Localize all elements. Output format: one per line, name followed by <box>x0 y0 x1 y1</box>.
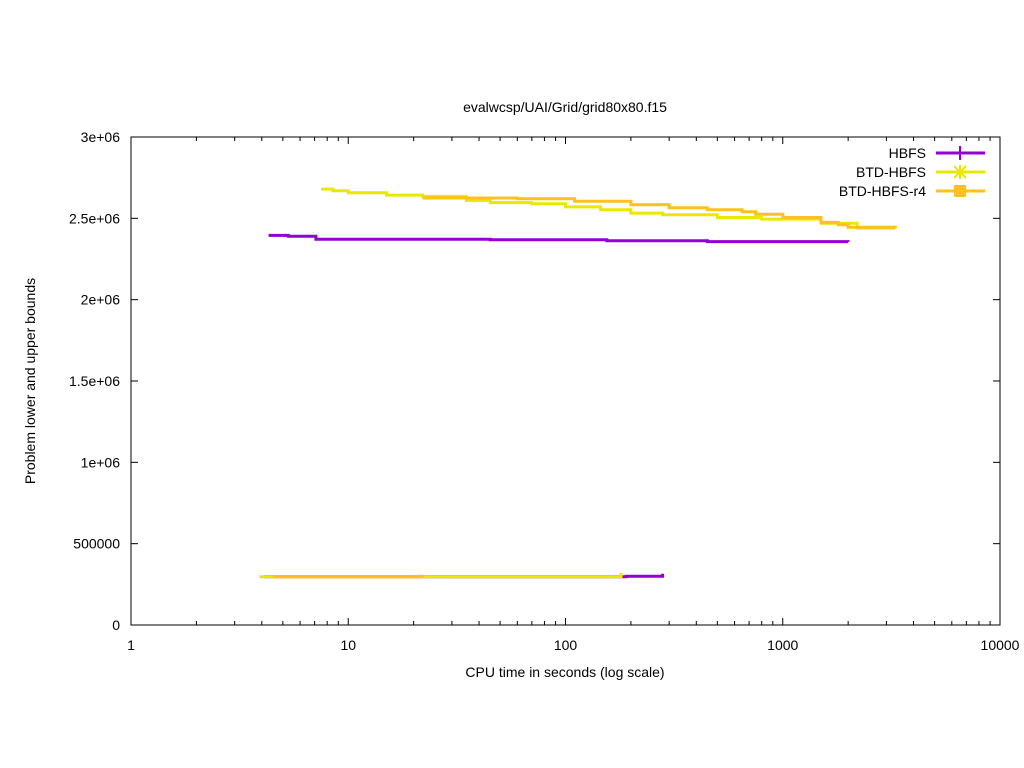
x-tick-label: 100 <box>554 637 578 653</box>
y-tick-label: 1.5e+06 <box>69 373 120 389</box>
legend-marker-star <box>953 165 967 179</box>
y-tick-label: 0 <box>112 617 120 633</box>
axis-ticks: 0 500000 1e+06 1.5e+06 2e+06 2.5e+06 3e+06 1 10 1… <box>69 129 1020 653</box>
legend-label: BTD-HBFS-r4 <box>839 183 926 199</box>
series-layer <box>259 187 897 579</box>
legend: HBFS BTD-HBFS BTD-HBFS-r4 <box>839 145 985 199</box>
legend-item: HBFS <box>889 145 985 161</box>
legend-label: BTD-HBFS <box>856 164 926 180</box>
x-axis-label: CPU time in seconds (log scale) <box>465 664 664 680</box>
plot-frame <box>130 136 1001 626</box>
series-btd-hbfs-r4 <box>272 196 897 579</box>
series-btd-hbfs <box>259 187 896 579</box>
chart-title: evalwcsp/UAI/Grid/grid80x80.f15 <box>463 99 667 115</box>
x-tick-label: 10 <box>340 637 356 653</box>
legend-item: BTD-HBFS <box>856 164 985 180</box>
y-axis-label: Problem lower and upper bounds <box>22 278 38 484</box>
legend-item: BTD-HBFS-r4 <box>839 183 985 199</box>
x-tick-label: 1 <box>127 637 135 653</box>
series-line-upper <box>321 187 896 230</box>
legend-label: HBFS <box>889 145 926 161</box>
series-line-upper <box>268 233 850 244</box>
y-tick-label: 1e+06 <box>81 454 121 470</box>
series-line-lower <box>259 572 623 579</box>
series-line-upper <box>422 196 897 229</box>
y-tick-label: 500000 <box>73 536 120 552</box>
x-tick-label: 1000 <box>767 637 798 653</box>
legend-marker-square <box>954 185 966 197</box>
y-tick-label: 3e+06 <box>81 129 121 145</box>
y-tick-label: 2.5e+06 <box>69 210 120 226</box>
x-tick-label: 10000 <box>981 637 1020 653</box>
y-tick-label: 2e+06 <box>81 292 121 308</box>
series-line-lower <box>272 574 425 579</box>
